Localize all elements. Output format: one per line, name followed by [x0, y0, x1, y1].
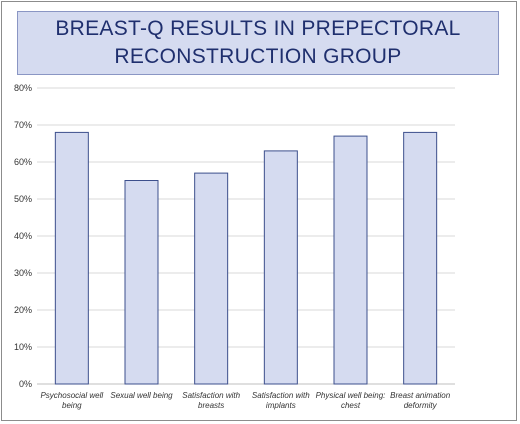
gridlines	[37, 87, 455, 385]
bar	[333, 135, 368, 385]
x-tick-label: Psychosocial well being	[40, 391, 103, 410]
bar	[403, 131, 438, 385]
x-tick-label: Satisfaction with breasts	[182, 391, 240, 410]
bar	[263, 150, 298, 385]
y-tick-label: 60%	[14, 157, 32, 167]
y-tick-label: 20%	[14, 305, 32, 315]
chart-title-line-1: BREAST-Q RESULTS IN PREPECTORAL	[55, 17, 461, 40]
x-axis-labels: Psychosocial well being Sexual well being S…	[40, 391, 450, 410]
y-tick-label: 70%	[14, 120, 32, 130]
y-tick-label: 50%	[14, 194, 32, 204]
x-tick-label: Sexual well being	[110, 391, 173, 400]
chart-title-box: BREAST-Q RESULTS IN PREPECTORAL RECONSTR…	[17, 11, 499, 75]
chart-title-line-2: RECONSTRUCTION GROUP	[114, 45, 402, 68]
x-tick-label: Breast animation deformity	[390, 391, 451, 410]
x-tick-label: Physical well being: chest	[316, 391, 386, 410]
y-tick-label: 30%	[14, 268, 32, 278]
y-tick-label: 0%	[19, 379, 32, 389]
y-tick-label: 10%	[14, 342, 32, 352]
bar	[124, 180, 159, 385]
bar	[54, 131, 89, 385]
y-tick-label: 80%	[14, 83, 32, 93]
x-tick-label: Satisfaction with implants	[252, 391, 310, 410]
y-axis-ticks: 0% 10% 20% 30% 40% 50% 60% 70% 80%	[14, 83, 32, 389]
y-tick-label: 40%	[14, 231, 32, 241]
bars	[54, 131, 438, 385]
bar	[194, 172, 229, 385]
